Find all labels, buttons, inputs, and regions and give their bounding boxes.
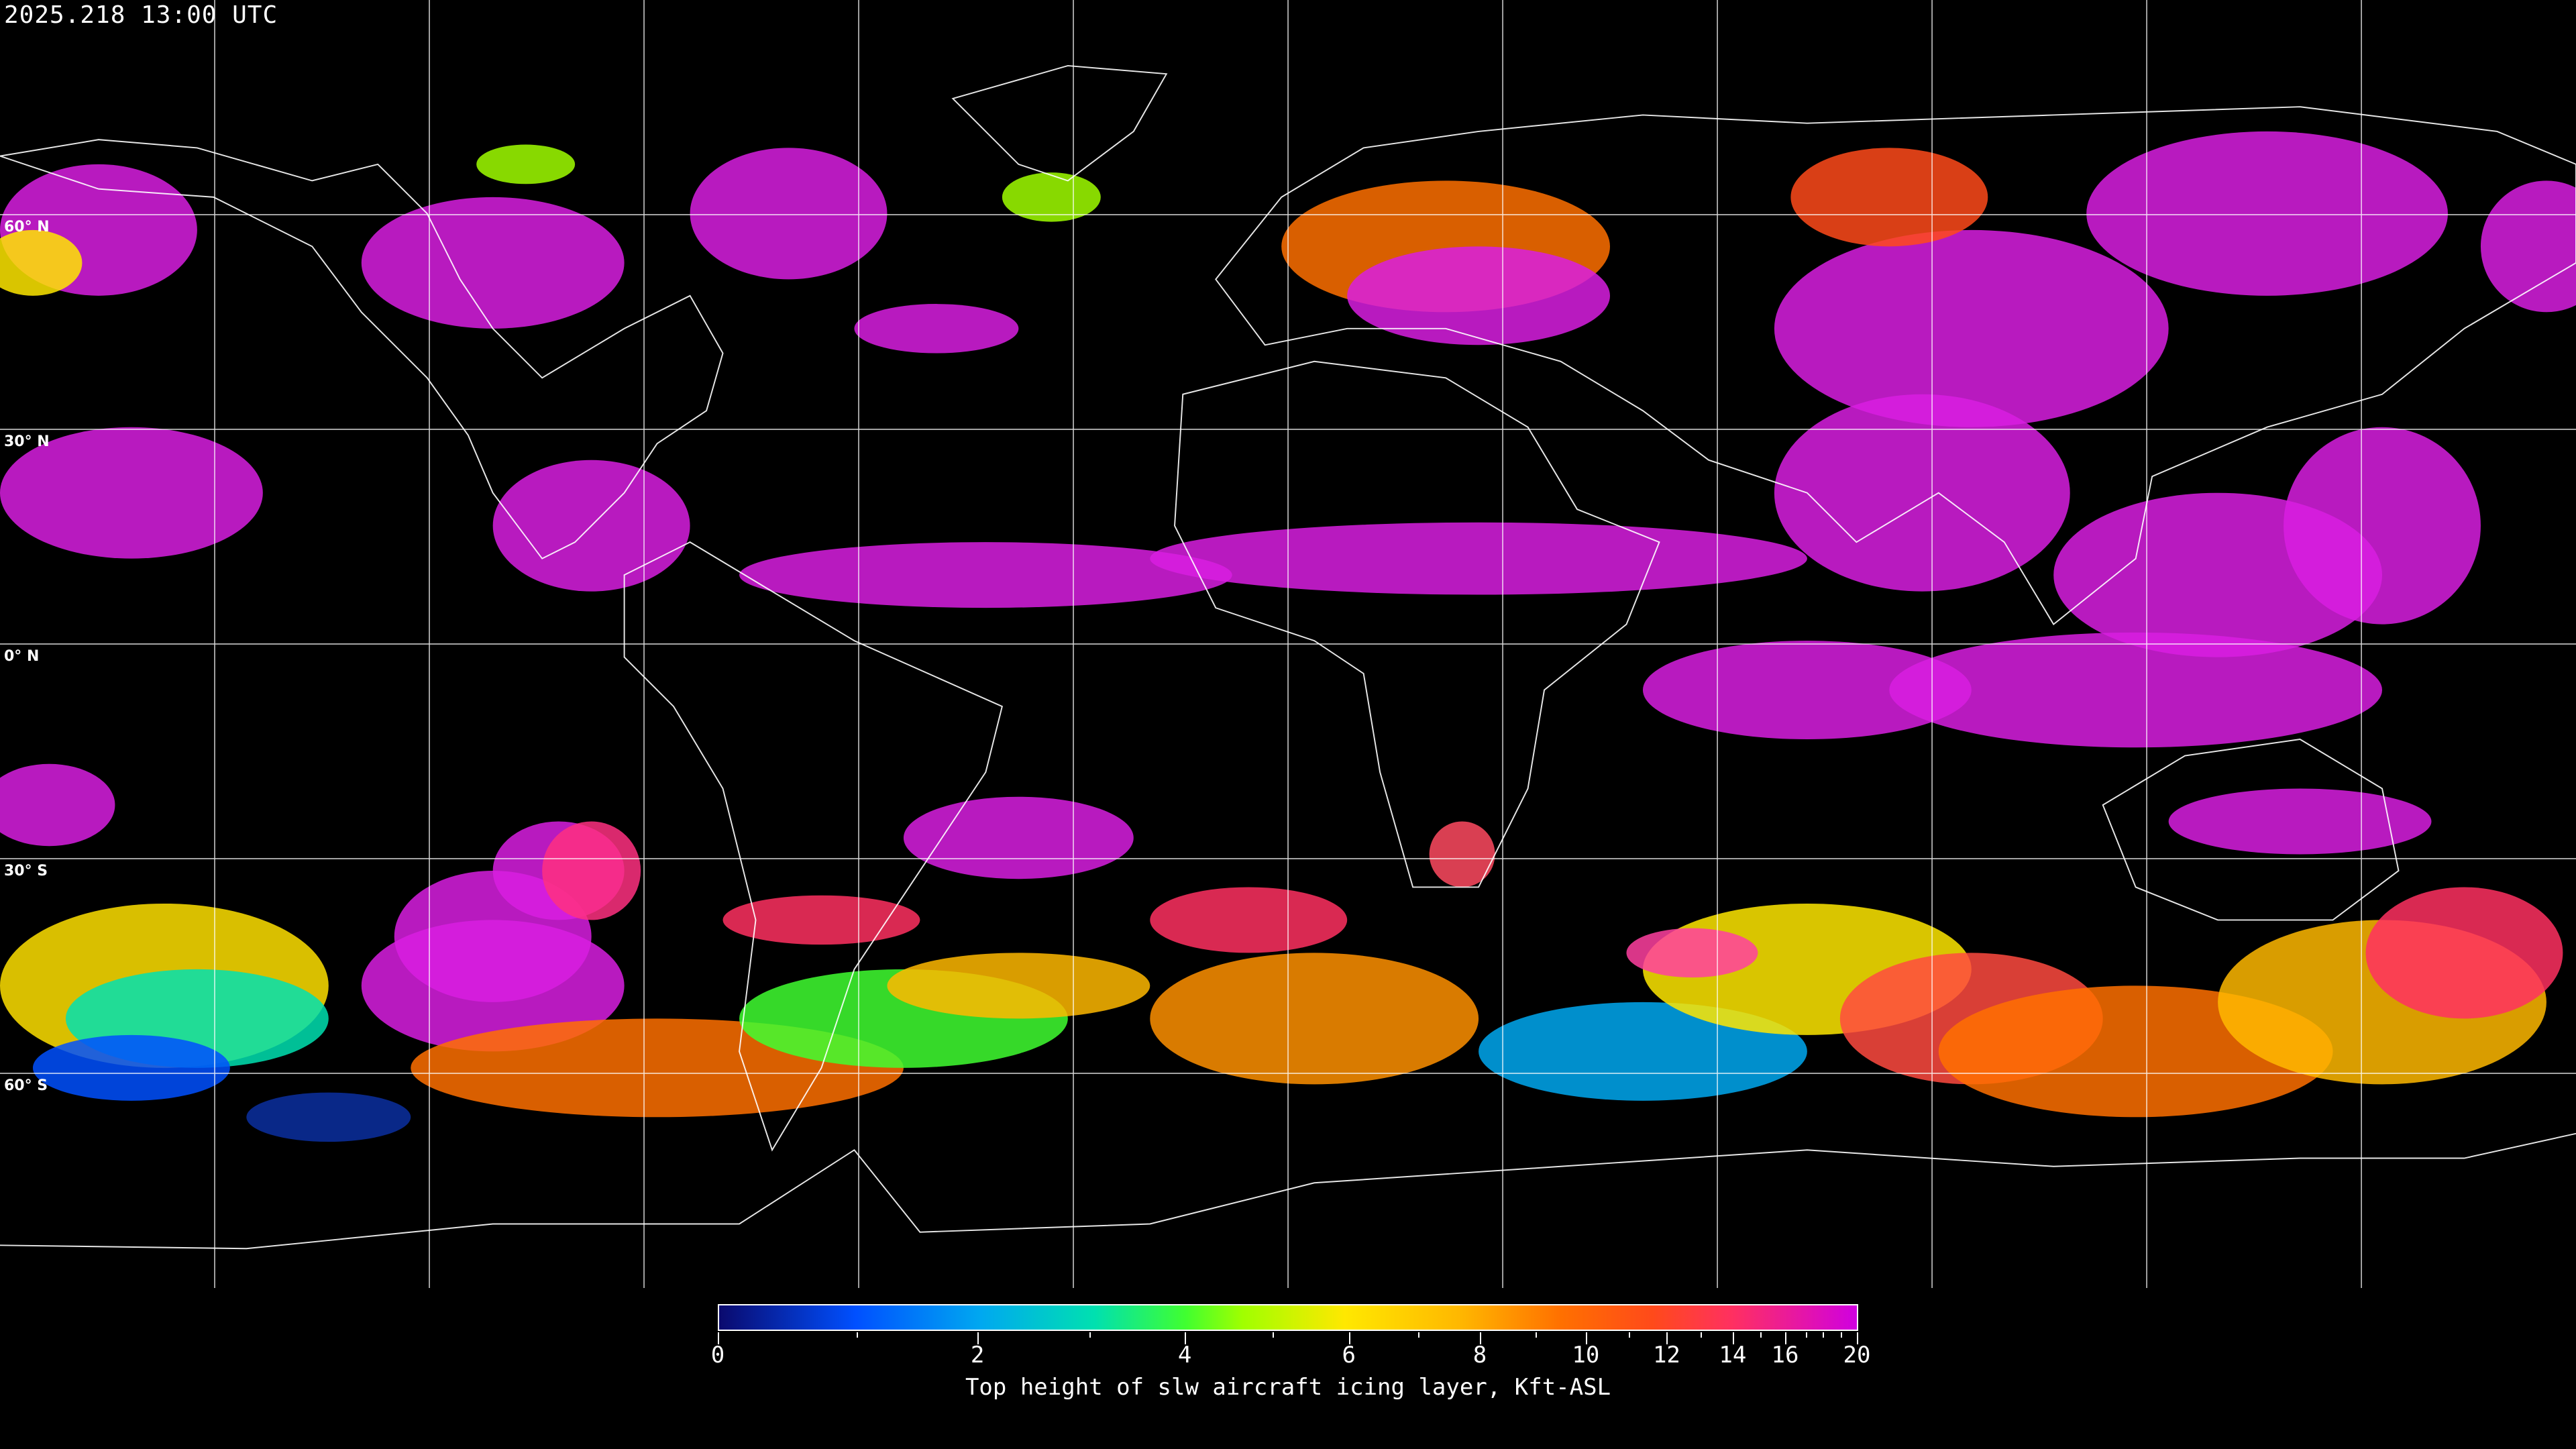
cloud-region <box>542 821 641 920</box>
cloud-region <box>2284 427 2481 625</box>
colorbar-tick <box>1585 1332 1587 1344</box>
colorbar-tick <box>718 1332 719 1344</box>
colorbar-tick-label: 14 <box>1719 1342 1747 1368</box>
lat-label-30s: 30° S <box>4 863 48 879</box>
cloud-region <box>854 304 1019 354</box>
cloud-region <box>887 953 1150 1019</box>
lat-lon-grid <box>0 0 2576 1288</box>
cloud-region <box>32 1034 230 1101</box>
colorbar-tick <box>1185 1332 1187 1344</box>
cloud-region <box>739 542 1232 608</box>
colorbar-tick <box>1536 1332 1538 1338</box>
colorbar-tick <box>1841 1332 1843 1338</box>
cloud-region <box>1150 887 1348 953</box>
colorbar-tick <box>1760 1332 1762 1338</box>
cloud-region <box>1626 928 1758 978</box>
timestamp-title: 2025.218 13:00 UTC <box>4 1 278 29</box>
colorbar-tick <box>1348 1332 1350 1344</box>
cloud-region <box>2086 131 2448 296</box>
cloud-region <box>1774 229 2169 427</box>
colorbar-tick <box>1418 1332 1420 1338</box>
cloud-region <box>394 870 592 1002</box>
coastlines <box>0 64 2576 1250</box>
coastline-australia <box>2102 739 2400 921</box>
lat-label-60s: 60° S <box>4 1077 48 1094</box>
colorbar-tick <box>1479 1332 1481 1344</box>
colorbar-tick <box>857 1332 859 1338</box>
cloud-region <box>0 763 115 847</box>
colorbar-label: Top height of slw aircraft icing layer, … <box>965 1374 1611 1401</box>
cloud-region <box>1790 148 1988 247</box>
cloud-region <box>690 148 888 280</box>
cloud-region <box>1774 394 2070 592</box>
colorbar-tick-label: 2 <box>970 1342 985 1368</box>
cloud-region <box>2480 180 2576 313</box>
colorbar-tick <box>1701 1332 1703 1338</box>
cloud-region <box>1429 821 1495 888</box>
colorbar-tick <box>1823 1332 1825 1338</box>
cloud-region <box>903 796 1134 879</box>
colorbar-tick <box>1629 1332 1631 1338</box>
colorbar-tick-label: 8 <box>1472 1342 1487 1368</box>
cloud-region <box>722 895 920 945</box>
cloud-region <box>1479 1002 1807 1101</box>
colorbar-tick <box>1666 1332 1668 1344</box>
icing-cloud-field <box>0 131 2576 1142</box>
colorbar-tick <box>1272 1332 1274 1338</box>
colorbar-tick-label: 6 <box>1342 1342 1356 1368</box>
colorbar-tick-label: 12 <box>1652 1342 1680 1368</box>
coastline-north-america <box>0 139 724 559</box>
cloud-region <box>2168 788 2432 855</box>
colorbar-tick <box>1857 1332 1858 1344</box>
cloud-region <box>1347 246 1610 345</box>
cloud-region <box>1150 522 1807 595</box>
cloud-region <box>246 1092 411 1142</box>
lat-label-0n: 0° N <box>4 648 40 665</box>
cloud-region <box>1002 172 1101 222</box>
colorbar-tick-label: 10 <box>1572 1342 1600 1368</box>
colorbar-tick-label: 4 <box>1177 1342 1192 1368</box>
coastline-antarctica <box>0 1132 2576 1250</box>
colorbar <box>718 1304 1858 1331</box>
icing-map <box>0 0 2576 1288</box>
lat-label-60n: 60° N <box>4 219 50 235</box>
colorbar-tick <box>1089 1332 1091 1338</box>
colorbar-tick-label: 20 <box>1843 1342 1871 1368</box>
coastline-eurasia <box>1215 106 2576 626</box>
coastline-south-america <box>623 541 1004 1152</box>
colorbar-tick-label: 16 <box>1771 1342 1799 1368</box>
colorbar-tick <box>1785 1332 1787 1344</box>
cloud-region <box>361 197 625 329</box>
coastline-africa <box>1174 360 1660 888</box>
cloud-region <box>1150 953 1479 1085</box>
lat-label-30n: 30° N <box>4 433 50 450</box>
cloud-region <box>2365 887 2563 1019</box>
coastline-greenland <box>951 64 1168 182</box>
cloud-region <box>0 229 83 296</box>
cloud-region <box>476 144 576 184</box>
cloud-region <box>1642 641 1972 740</box>
colorbar-tick <box>1732 1332 1734 1344</box>
cloud-region <box>1889 632 2383 748</box>
colorbar-tick-label: 0 <box>710 1342 725 1368</box>
colorbar-tick <box>1805 1332 1807 1338</box>
colorbar-tick <box>977 1332 979 1344</box>
cloud-region <box>0 427 263 559</box>
